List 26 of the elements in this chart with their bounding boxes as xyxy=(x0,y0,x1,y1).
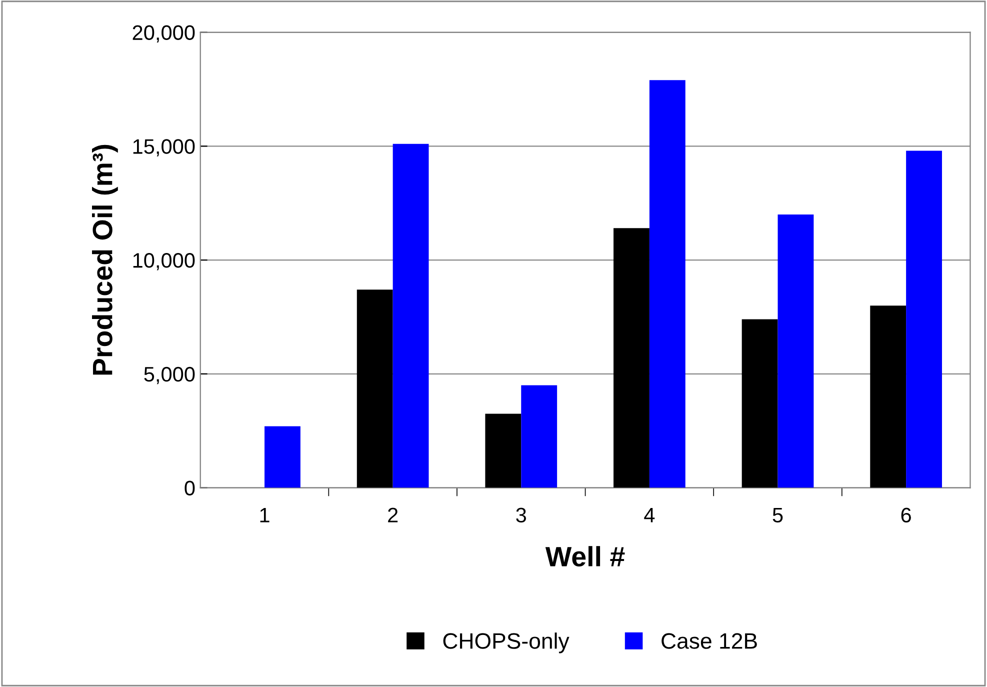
y-tick-label: 20,000 xyxy=(132,25,195,43)
bar xyxy=(356,290,393,488)
bar xyxy=(778,214,814,488)
bar xyxy=(742,319,778,488)
legend-label: Case 12B xyxy=(662,633,757,649)
bar xyxy=(870,306,906,488)
legend-label: CHOPS-only xyxy=(443,632,570,654)
x-axis-title: Well # xyxy=(545,546,625,566)
bar xyxy=(649,80,686,488)
x-tick-label: 3 xyxy=(516,508,526,523)
bar xyxy=(485,414,522,488)
y-tick-label: 10,000 xyxy=(133,253,195,270)
y-tick-label: 15,000 xyxy=(133,139,195,156)
y-tick-label: 0 xyxy=(184,480,195,496)
x-tick-label: 2 xyxy=(388,508,398,522)
bar xyxy=(614,228,650,488)
x-tick-label: 4 xyxy=(644,508,655,522)
bar xyxy=(264,426,300,488)
bar xyxy=(906,150,942,488)
bar xyxy=(392,144,429,488)
x-tick-label: 5 xyxy=(772,508,783,523)
x-tick-label: 1 xyxy=(260,508,270,522)
y-axis-title: Produced Oil (m³) xyxy=(92,144,118,375)
y-tick-label: 5,000 xyxy=(144,366,195,384)
x-tick-label: 6 xyxy=(901,508,911,523)
bar xyxy=(521,385,558,488)
